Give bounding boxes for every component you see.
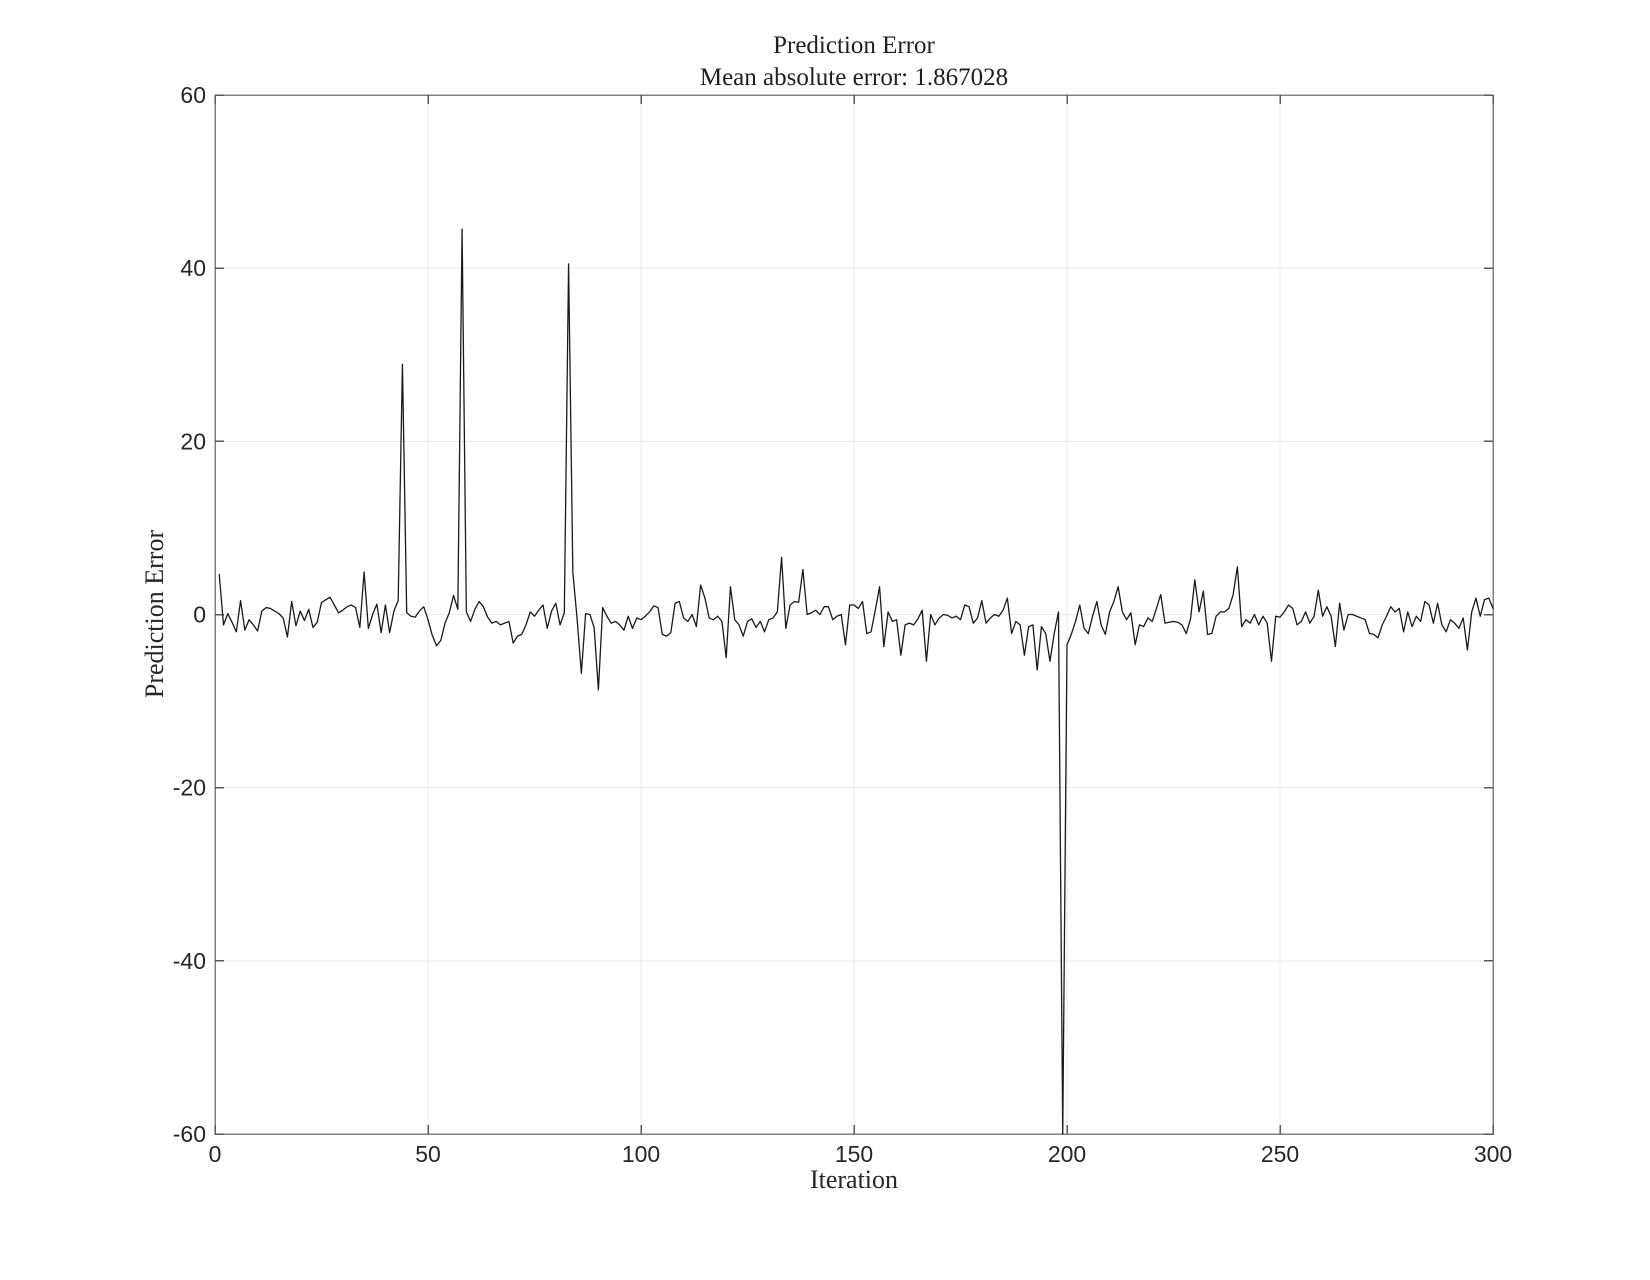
x-tick-labels: 0 50 100 150 200 250 300 (209, 1141, 1513, 1167)
x-tick-label: 300 (1474, 1141, 1512, 1167)
x-tick-label: 200 (1048, 1141, 1086, 1167)
y-tick-label: 40 (180, 255, 206, 281)
x-axis-label: Iteration (810, 1165, 898, 1194)
chart-title: Prediction Error (773, 32, 935, 59)
x-tick-label: 150 (835, 1141, 873, 1167)
y-tick-labels: -60 -40 -20 0 20 40 60 (173, 82, 206, 1147)
x-tick-label: 250 (1261, 1141, 1299, 1167)
y-tick-label: 0 (193, 602, 206, 628)
y-tick-label: 60 (180, 82, 206, 108)
gridlines (215, 95, 1493, 1134)
x-tick-label: 0 (209, 1141, 222, 1167)
y-axis-label: Prediction Error (140, 530, 169, 699)
y-tick-label: -40 (173, 948, 206, 974)
x-tick-label: 50 (415, 1141, 441, 1167)
y-tick-label: -20 (173, 775, 206, 801)
chart-subtitle: Mean absolute error: 1.867028 (700, 64, 1008, 91)
y-tick-label: 20 (180, 428, 206, 454)
y-tick-label: -60 (173, 1121, 206, 1147)
tick-marks (214, 94, 1494, 1135)
x-tick-label: 100 (622, 1141, 660, 1167)
prediction-error-line (218, 228, 1494, 1135)
